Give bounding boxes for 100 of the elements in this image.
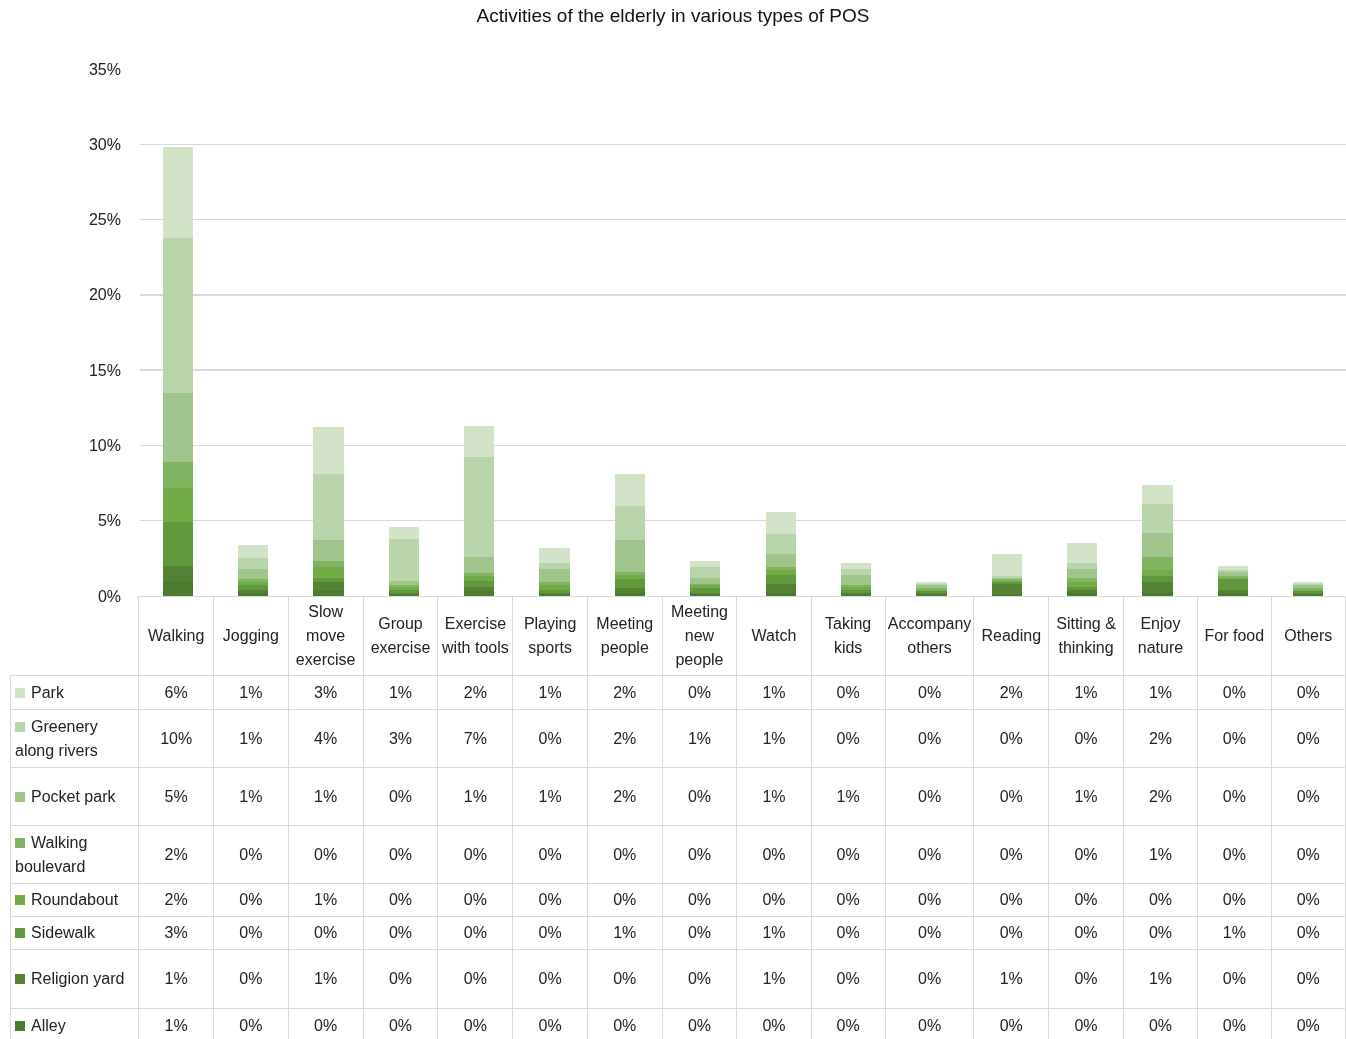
- data-label: 0%: [213, 949, 289, 1009]
- data-label: 1%: [736, 675, 812, 710]
- bar: [162, 392, 193, 462]
- bar: [690, 577, 721, 584]
- bar: [690, 588, 721, 593]
- data-label: 1%: [512, 767, 588, 826]
- data-label: 0%: [1197, 675, 1272, 710]
- data-label: 0%: [811, 916, 886, 950]
- data-label: 1%: [736, 916, 812, 950]
- x-tick-label: For food: [1197, 596, 1272, 676]
- y-tick-label: 30%: [88, 135, 121, 153]
- data-label: 0%: [1048, 1008, 1124, 1039]
- bar: [464, 556, 495, 574]
- data-label: 0%: [1271, 825, 1346, 884]
- data-label: 2%: [1123, 767, 1198, 826]
- data-label: 1%: [587, 916, 663, 950]
- data-label: 0%: [512, 949, 588, 1009]
- data-label: 0%: [885, 709, 974, 768]
- data-label: 0%: [437, 949, 513, 1009]
- data-label: 1%: [662, 709, 737, 768]
- bar: [313, 582, 344, 592]
- data-label: 0%: [662, 675, 737, 710]
- data-label: 0%: [512, 883, 588, 917]
- x-tick-label: Others: [1271, 596, 1346, 676]
- bar: [162, 487, 193, 523]
- data-label: 0%: [1271, 883, 1346, 917]
- data-label: 0%: [437, 825, 513, 884]
- data-label: 1%: [736, 767, 812, 826]
- data-label: 1%: [1123, 949, 1198, 1009]
- data-label: 0%: [811, 825, 886, 884]
- data-label: 3%: [363, 709, 438, 768]
- data-label: 0%: [1123, 883, 1198, 917]
- data-label: 0%: [363, 883, 438, 917]
- data-label: 0%: [1271, 709, 1346, 768]
- legend-label: Alley: [31, 1016, 66, 1034]
- y-tick-label: 0%: [97, 587, 121, 605]
- bar: [162, 147, 193, 238]
- bar: [765, 534, 796, 554]
- data-label: 0%: [213, 825, 289, 884]
- y-tick-label: 15%: [88, 361, 121, 379]
- data-label: 2%: [587, 709, 663, 768]
- data-label: 1%: [736, 949, 812, 1009]
- x-tick-label: Taking kids: [811, 596, 886, 676]
- bar: [464, 425, 495, 458]
- data-label: 0%: [973, 1008, 1049, 1039]
- bar: [765, 511, 796, 535]
- data-label: 0%: [1197, 1008, 1272, 1039]
- bar: [464, 591, 495, 596]
- data-label: 0%: [662, 1008, 737, 1039]
- data-label: 0%: [512, 916, 588, 950]
- bar: [539, 582, 570, 586]
- legend-label: Pocket park: [31, 787, 116, 805]
- bar: [313, 567, 344, 578]
- bar: [690, 567, 721, 578]
- bar: [1142, 570, 1173, 577]
- bar: [1067, 568, 1098, 578]
- data-label: 0%: [885, 916, 974, 950]
- bar: [765, 553, 796, 568]
- bar: [237, 585, 269, 590]
- data-label: 0%: [885, 825, 974, 884]
- bar: [1217, 589, 1249, 593]
- data-label: 0%: [363, 1008, 438, 1039]
- data-label: 0%: [973, 883, 1049, 917]
- data-label: 2%: [587, 675, 663, 710]
- data-label: 0%: [1271, 1008, 1346, 1039]
- x-tick-label: Slow move exercise: [288, 596, 364, 676]
- data-label: 0%: [811, 883, 886, 917]
- bar: [1067, 543, 1098, 563]
- data-label: 0%: [736, 883, 812, 917]
- data-label: 0%: [811, 675, 886, 710]
- data-label: 0%: [885, 1008, 974, 1039]
- data-label: 0%: [587, 883, 663, 917]
- data-label: 0%: [973, 825, 1049, 884]
- x-tick-label: Enjoy nature: [1123, 596, 1198, 676]
- bar: [614, 474, 646, 506]
- data-label: 0%: [1048, 949, 1124, 1009]
- bar: [840, 562, 872, 569]
- data-label: 2%: [138, 883, 214, 917]
- bar: [313, 540, 344, 562]
- data-label: 1%: [213, 767, 289, 826]
- bar: [237, 568, 269, 580]
- legend-label: Religion yard: [31, 970, 125, 987]
- data-label: 2%: [973, 675, 1049, 710]
- bar: [614, 540, 646, 572]
- bar: [464, 457, 495, 557]
- data-label: 1%: [1048, 675, 1124, 710]
- data-label: 0%: [662, 825, 737, 884]
- bar: [614, 592, 646, 596]
- data-label: 0%: [885, 949, 974, 1009]
- data-label: 1%: [1123, 825, 1198, 884]
- bar: [388, 538, 419, 581]
- data-label: 0%: [363, 916, 438, 950]
- x-tick-label: Jogging: [213, 596, 289, 676]
- bar: [1067, 582, 1098, 587]
- legend-label: Park: [31, 683, 64, 701]
- data-label: 0%: [288, 825, 364, 884]
- data-label: 0%: [973, 916, 1049, 950]
- data-label: 0%: [1271, 675, 1346, 710]
- x-tick-label: Walking: [138, 596, 214, 676]
- bar: [840, 574, 872, 586]
